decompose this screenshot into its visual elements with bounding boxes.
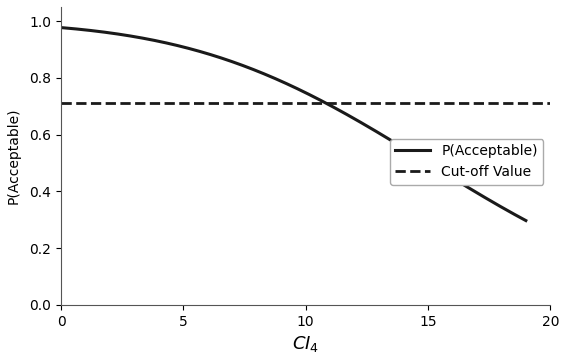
Line: P(Acceptable): P(Acceptable) (61, 27, 526, 221)
P(Acceptable) (246, 66, 252, 70)
P(Acceptable) (262, 72, 269, 77)
Legend: P(Acceptable), Cut-off Value: P(Acceptable), Cut-off Value (390, 139, 543, 185)
P(Acceptable) (420, 158, 427, 162)
P(Acceptable) (105, 31, 112, 35)
P(Acceptable) (522, 218, 529, 223)
Y-axis label: P(Acceptable): P(Acceptable) (7, 108, 21, 204)
Cut-off Value (82, 101, 89, 105)
Cut-off Value (58, 101, 65, 105)
P(Acceptable) (428, 163, 435, 168)
P(Acceptable) (58, 25, 65, 30)
X-axis label: $CI_4$: $CI_4$ (292, 334, 319, 354)
P(Acceptable) (377, 132, 384, 136)
